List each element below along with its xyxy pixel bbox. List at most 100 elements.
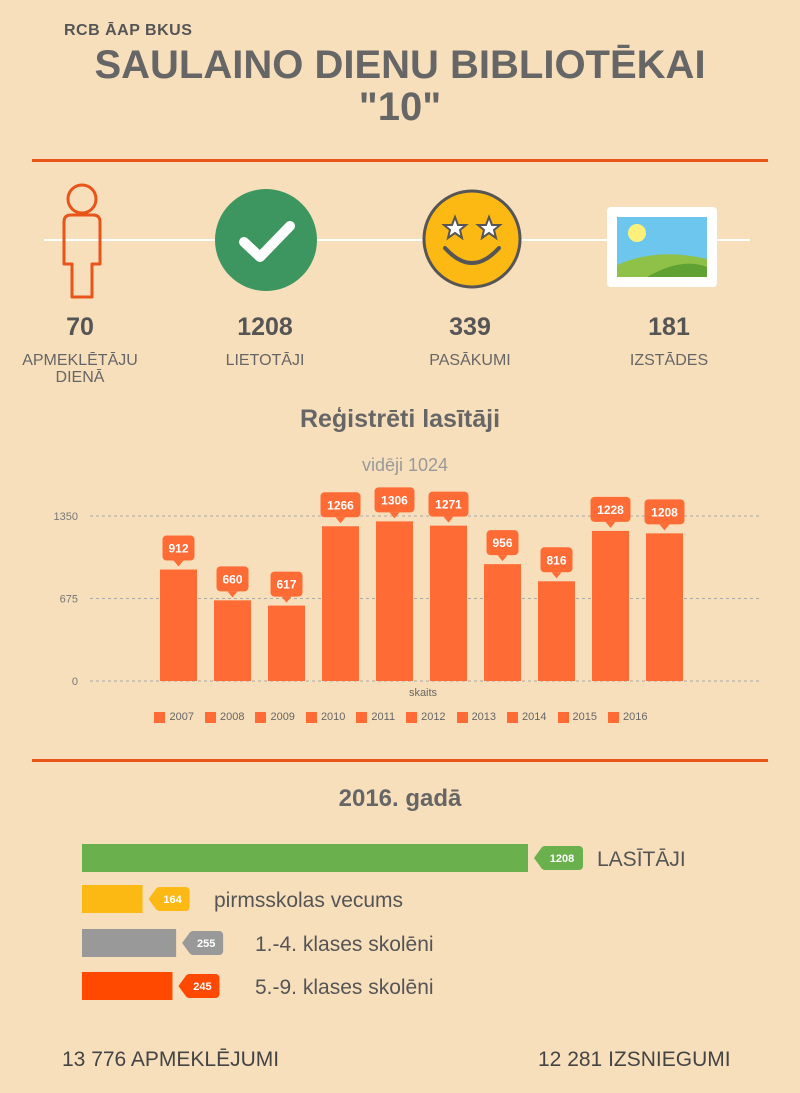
hbar-category-label: 5.-9. klases skolēni bbox=[255, 976, 434, 999]
bar bbox=[160, 569, 197, 681]
hbar-label-bg bbox=[189, 931, 224, 955]
legend-label: 2014 bbox=[522, 711, 547, 723]
hbar-value-label: 255 bbox=[197, 938, 215, 950]
legend-swatch bbox=[557, 711, 569, 723]
hbar-category-label: LASĪTĀJI bbox=[597, 848, 686, 871]
bar bbox=[430, 525, 467, 681]
legend-swatch bbox=[154, 711, 166, 723]
bar bbox=[538, 581, 575, 681]
y-tick-label: 1350 bbox=[54, 511, 78, 523]
y-tick-label: 675 bbox=[60, 594, 78, 606]
data-label-pointer bbox=[659, 524, 670, 531]
data-label: 956 bbox=[492, 536, 512, 550]
legend-swatch bbox=[356, 711, 368, 723]
data-label-bg bbox=[540, 547, 573, 573]
hbar-label-pointer bbox=[534, 847, 542, 869]
chart-legend: 2007 2008 2009 2010 2011 2012 2013 2014 2015 2016 bbox=[0, 711, 800, 723]
bar bbox=[322, 526, 359, 681]
kicker: RCB ĀAP BKUS bbox=[64, 22, 193, 39]
data-label-pointer bbox=[443, 516, 454, 523]
legend-swatch bbox=[305, 711, 317, 723]
data-label-pointer bbox=[335, 517, 346, 524]
data-label: 617 bbox=[276, 578, 296, 592]
legend-item: 2008 bbox=[204, 711, 245, 723]
chart-subtitle: vidēji 1024 bbox=[361, 455, 449, 475]
legend-item: 2016 bbox=[608, 711, 648, 723]
hbar-category-label: 1.-4. klases skolēni bbox=[255, 933, 434, 956]
person-outline-icon bbox=[58, 182, 106, 300]
title-line-2: "10" bbox=[358, 85, 442, 129]
stat-users-label: LIETOTĀJI bbox=[225, 352, 305, 369]
data-label-pointer bbox=[497, 555, 508, 562]
icon-connector-line bbox=[44, 239, 750, 241]
hbar bbox=[82, 885, 143, 913]
hbar-label-pointer bbox=[178, 975, 187, 997]
legend-label: 2009 bbox=[270, 711, 295, 723]
bar bbox=[268, 605, 305, 681]
data-label: 1208 bbox=[651, 505, 678, 519]
stat-visitors-label: APMEKLĒTĀJU DIENĀ bbox=[0, 352, 160, 386]
legend-item: 2013 bbox=[456, 711, 497, 723]
hbar-value-label: 164 bbox=[163, 894, 182, 906]
data-label-bg bbox=[216, 566, 249, 592]
data-label-pointer bbox=[605, 521, 616, 528]
hbar-value-label: 1208 bbox=[550, 853, 574, 865]
bar bbox=[484, 564, 521, 681]
stat-visitors-value: 70 bbox=[66, 313, 94, 341]
data-label: 1228 bbox=[597, 503, 624, 517]
data-label-pointer bbox=[551, 572, 562, 579]
bar bbox=[646, 533, 683, 681]
data-label: 912 bbox=[168, 542, 188, 556]
legend-label: 2013 bbox=[471, 711, 497, 723]
legend-label: 2008 bbox=[219, 711, 245, 723]
legend-label: 2011 bbox=[371, 711, 396, 723]
data-label: 1266 bbox=[327, 498, 354, 512]
data-label: 660 bbox=[222, 572, 242, 586]
stat-exhibitions-value: 181 bbox=[648, 313, 690, 341]
x-axis-label: skaits bbox=[409, 687, 438, 699]
legend-label: 2012 bbox=[421, 711, 446, 723]
landscape-picture-icon bbox=[607, 207, 717, 287]
y-tick-label: 0 bbox=[72, 676, 78, 688]
legend-label: 2007 bbox=[169, 711, 194, 723]
data-label-pointer bbox=[173, 560, 184, 567]
data-label: 1306 bbox=[381, 493, 408, 507]
breakdown-title: 2016. gadā bbox=[338, 785, 462, 812]
legend-item: 2012 bbox=[406, 711, 446, 723]
legend-item: 2009 bbox=[255, 711, 295, 723]
stat-visitors-label-line1: APMEKLĒTĀJU bbox=[22, 352, 138, 369]
breakdown-bar-chart: 1208 LASĪTĀJI 164 pirmsskolas vecums 255 1.-4… bbox=[82, 844, 686, 1000]
legend-item: 2014 bbox=[507, 711, 547, 723]
data-label-bg bbox=[590, 496, 631, 522]
hbar bbox=[82, 929, 177, 957]
title-line-1: SAULAINO DIENU BIBLIOTĒKAI bbox=[94, 43, 706, 87]
legend-swatch bbox=[608, 711, 620, 723]
star-eyes-smiley-icon bbox=[421, 186, 523, 292]
legend-swatch bbox=[255, 711, 267, 723]
legend-swatch bbox=[507, 711, 519, 723]
legend-item: 2010 bbox=[305, 711, 345, 723]
hbar bbox=[82, 972, 173, 1000]
footer-loans: 12 281 IZSNIEGUMI bbox=[538, 1048, 731, 1071]
bar bbox=[376, 521, 413, 681]
data-label-pointer bbox=[227, 591, 238, 598]
bar bbox=[214, 600, 251, 681]
bar bbox=[592, 530, 629, 681]
stat-users-value: 1208 bbox=[237, 313, 293, 341]
data-label-pointer bbox=[389, 512, 400, 519]
legend-swatch bbox=[456, 711, 468, 723]
legend-item: 2011 bbox=[356, 711, 395, 723]
stat-events-value: 339 bbox=[449, 313, 491, 341]
data-label-bg bbox=[486, 530, 519, 556]
readers-bar-chart: 0 675 1350 912 660 617 1266 1306 1271 956 816 1228 1… bbox=[54, 487, 762, 699]
stat-visitors-label-line2: DIENĀ bbox=[55, 369, 105, 386]
data-label-bg bbox=[374, 487, 415, 513]
data-label: 1271 bbox=[435, 498, 462, 512]
data-label-pointer bbox=[281, 596, 292, 603]
hbar-label-bg bbox=[541, 846, 583, 870]
data-label: 816 bbox=[546, 553, 566, 567]
hbar bbox=[82, 844, 528, 872]
divider-top bbox=[32, 159, 768, 162]
checkmark-circle-icon bbox=[214, 188, 318, 292]
data-label-bg bbox=[644, 499, 685, 525]
